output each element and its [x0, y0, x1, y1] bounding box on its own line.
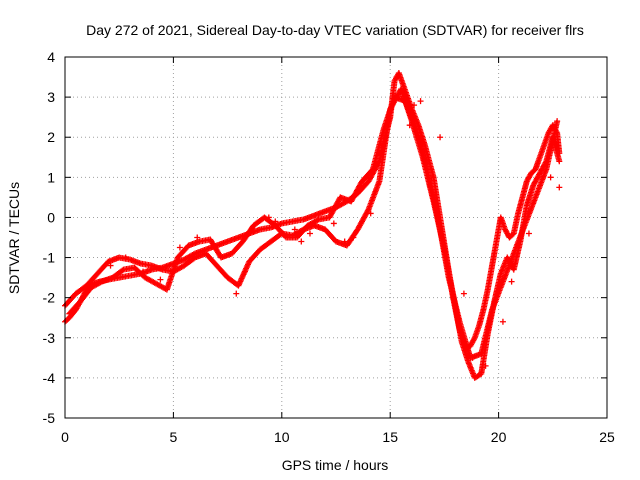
y-axis-label: SDTVAR / TECUs [6, 182, 22, 294]
data-point [385, 118, 392, 125]
data-point [119, 267, 126, 274]
data-point [525, 230, 532, 237]
chart-title: Day 272 of 2021, Sidereal Day-to-day VTE… [86, 22, 584, 38]
data-point [107, 262, 114, 269]
data-point [122, 254, 129, 261]
data-point [350, 234, 357, 241]
data-point [393, 74, 400, 81]
data-point [499, 318, 506, 325]
y-tick-label: -2 [43, 290, 56, 306]
data-point [482, 362, 489, 369]
data-point [330, 220, 337, 227]
data-point [291, 226, 298, 233]
x-tick-label: 10 [274, 429, 290, 445]
data-point [554, 118, 561, 125]
x-tick-label: 5 [170, 429, 178, 445]
data-point [241, 268, 248, 275]
data-point [471, 336, 478, 343]
data-point [233, 290, 240, 297]
x-tick-label: 25 [599, 429, 615, 445]
data-point [157, 276, 164, 283]
data-point [265, 214, 272, 221]
data-point [411, 102, 418, 109]
points-layer [62, 70, 563, 381]
data-point [140, 268, 147, 275]
data-point [378, 142, 385, 149]
y-tick-label: 1 [47, 169, 55, 185]
data-point [367, 210, 374, 217]
data-point [508, 278, 515, 285]
data-point [298, 238, 305, 245]
data-point [272, 218, 279, 225]
data-point [556, 158, 563, 165]
x-tick-label: 0 [61, 429, 69, 445]
y-tick-label: 2 [47, 129, 55, 145]
y-tick-label: 0 [47, 209, 55, 225]
data-point [364, 207, 371, 214]
y-tick-label: -4 [43, 370, 56, 386]
y-tick-label: -5 [43, 410, 56, 426]
data-point [460, 290, 467, 297]
data-point [176, 244, 183, 251]
plot-frame [64, 56, 608, 419]
ticks-layer: 0 5 10 15 20 25 -5 -4 -3 -2 -1 0 1 2 3 4 [43, 49, 615, 445]
y-tick-label: -3 [43, 330, 56, 346]
x-tick-label: 15 [382, 429, 398, 445]
data-point [406, 122, 413, 129]
data-point [341, 238, 348, 245]
x-axis-label: GPS time / hours [282, 457, 389, 473]
data-point [194, 234, 201, 241]
data-point [306, 230, 313, 237]
x-tick-label: 20 [491, 429, 507, 445]
y-tick-label: -1 [43, 250, 56, 266]
data-point [469, 354, 476, 361]
data-point [437, 134, 444, 141]
y-tick-label: 3 [47, 89, 55, 105]
y-tick-label: 4 [47, 49, 55, 65]
data-point [417, 98, 424, 105]
data-point [556, 184, 563, 191]
data-point [547, 174, 554, 181]
